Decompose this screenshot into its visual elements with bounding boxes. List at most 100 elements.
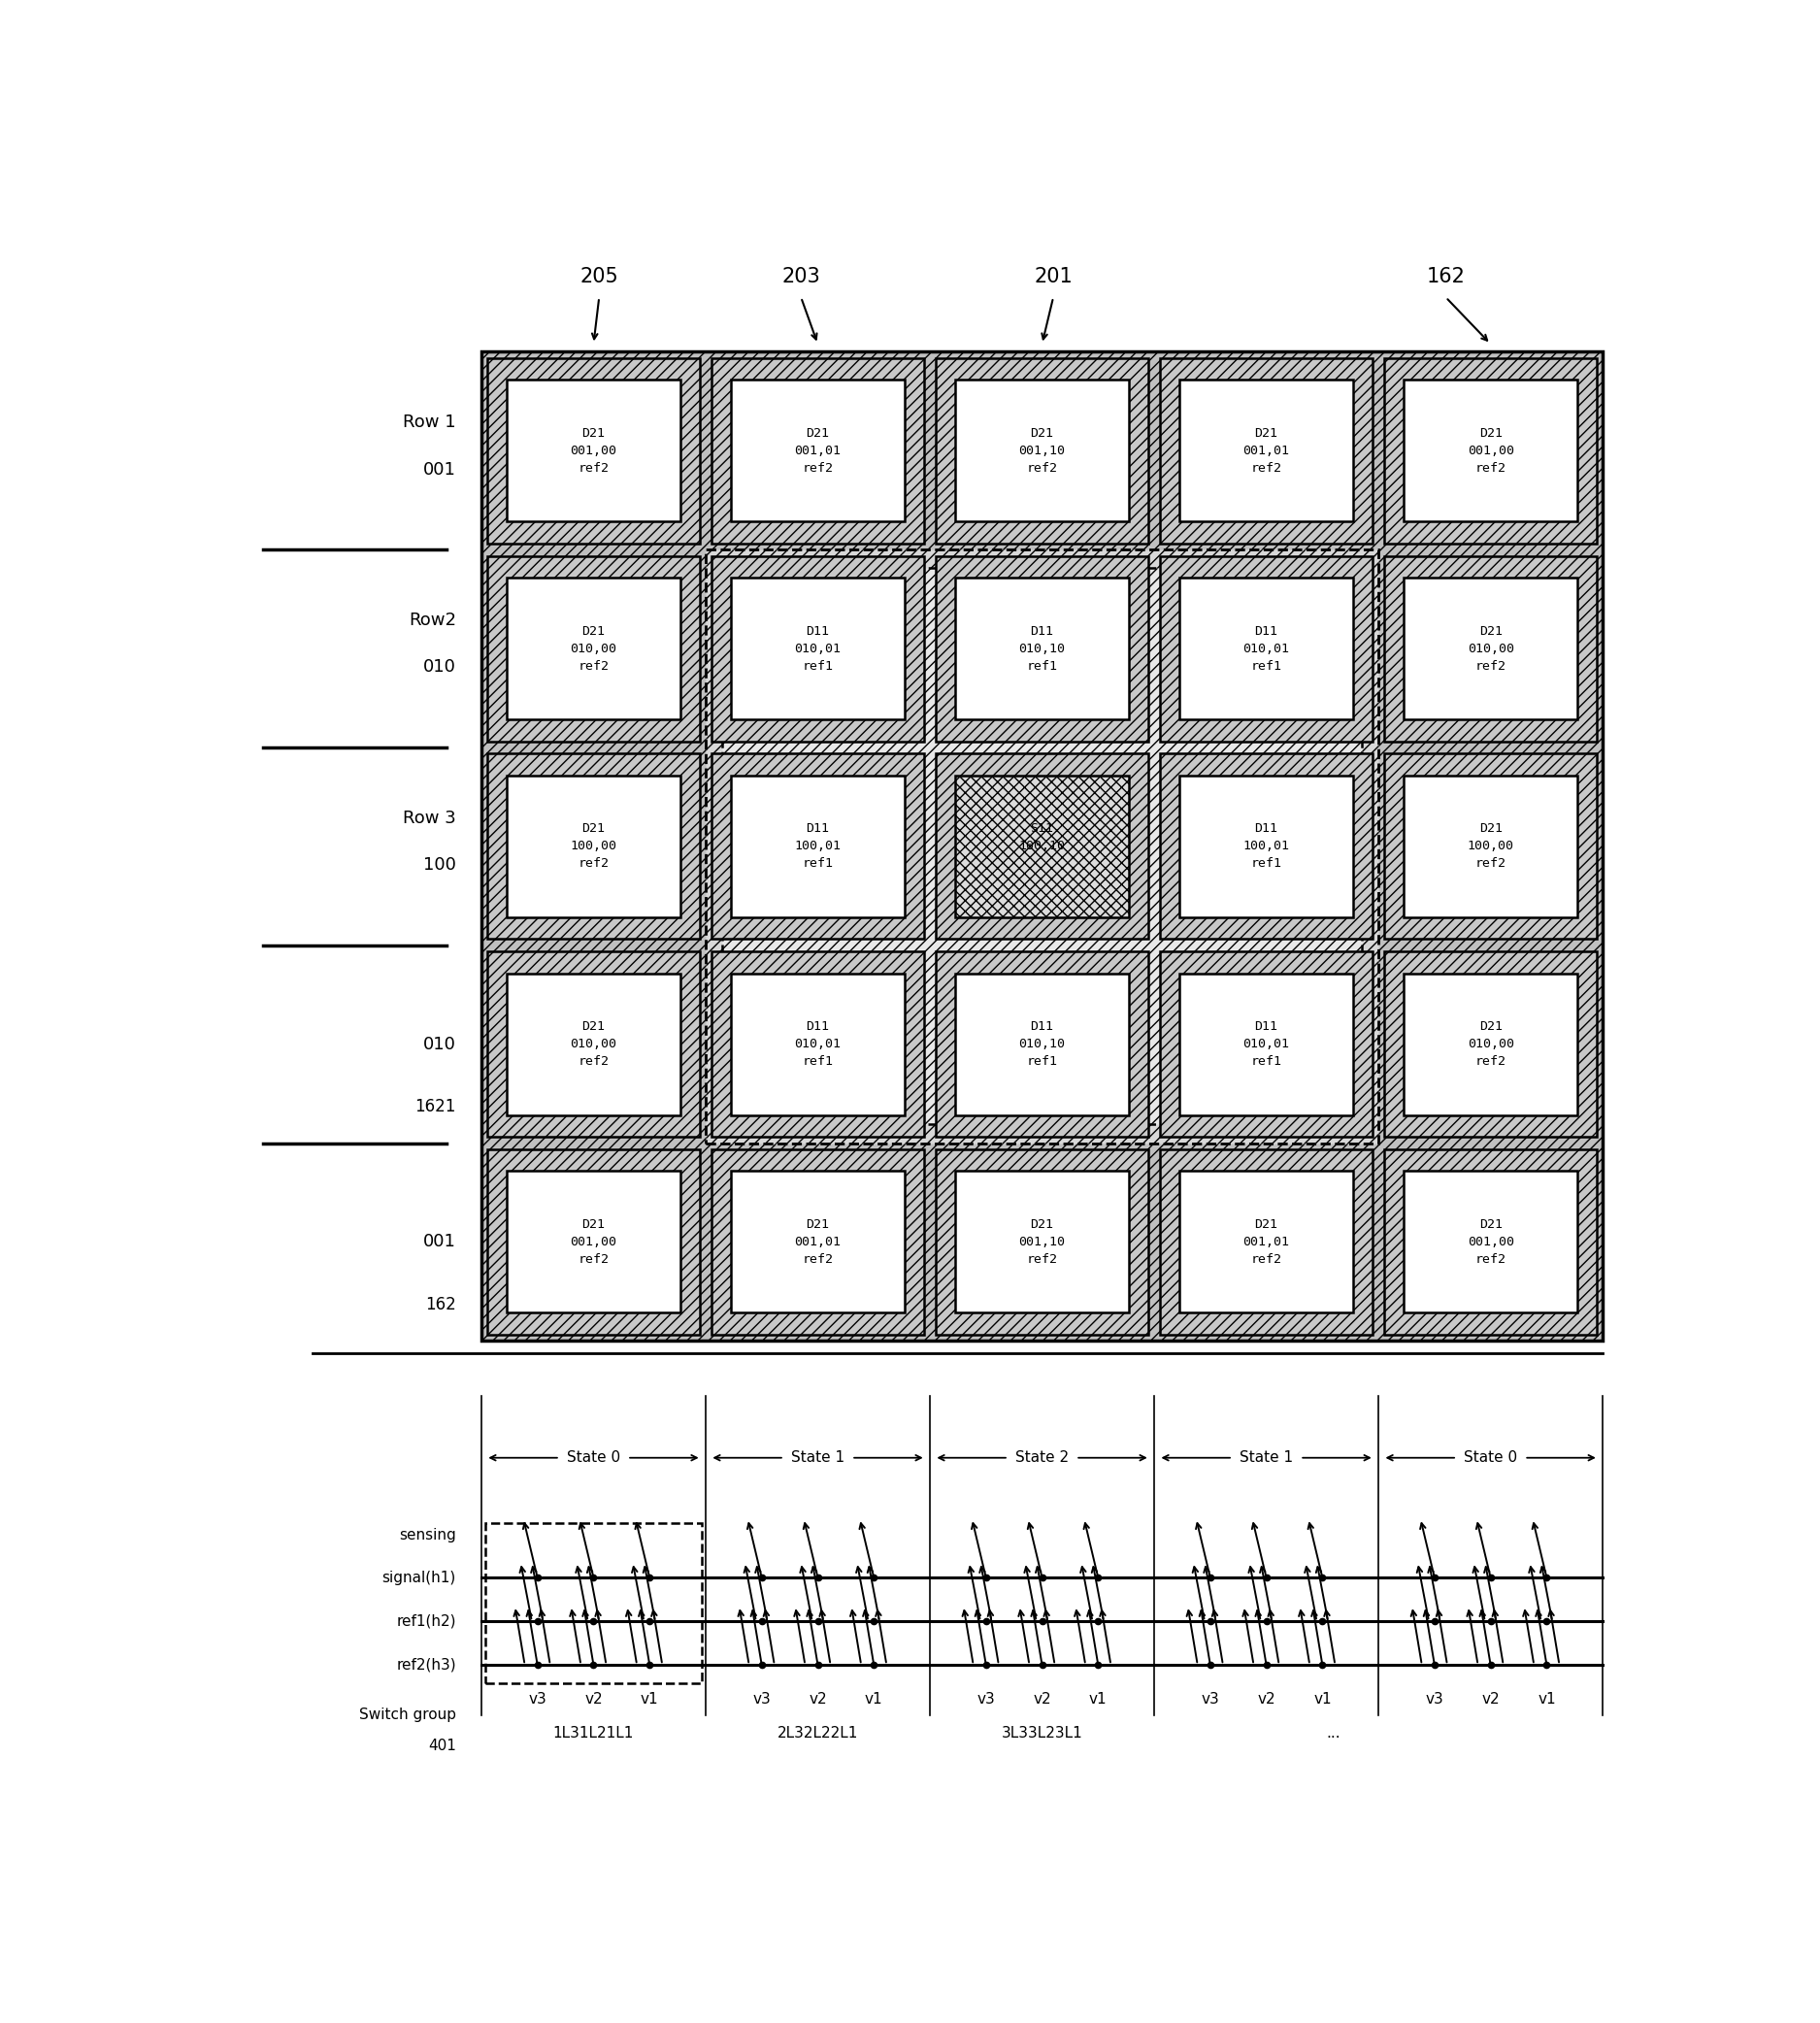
Text: D21
001,10
ref2: D21 001,10 ref2 xyxy=(1019,427,1065,475)
Text: Row 3: Row 3 xyxy=(402,809,457,827)
Bar xyxy=(732,380,905,522)
Text: v2: v2 xyxy=(1258,1691,1276,1707)
Text: v3: v3 xyxy=(1425,1691,1443,1707)
Bar xyxy=(1159,1149,1372,1335)
Text: 162: 162 xyxy=(426,1295,457,1313)
Bar xyxy=(732,973,905,1115)
Bar xyxy=(1383,755,1598,939)
Bar xyxy=(935,556,1148,740)
Bar xyxy=(1179,579,1352,720)
Bar xyxy=(1159,556,1372,740)
Bar xyxy=(506,973,681,1115)
Text: sensing: sensing xyxy=(399,1529,457,1544)
Text: ref2(h3): ref2(h3) xyxy=(397,1657,457,1673)
Text: v3: v3 xyxy=(528,1691,546,1707)
Text: D21
001,01
ref2: D21 001,01 ref2 xyxy=(795,1218,841,1266)
Text: D11
100,01
ref1: D11 100,01 ref1 xyxy=(795,823,841,870)
Text: 010: 010 xyxy=(422,1036,457,1052)
Text: v3: v3 xyxy=(753,1691,772,1707)
Text: D21
010,00
ref2: D21 010,00 ref2 xyxy=(1467,1020,1514,1068)
Bar xyxy=(712,556,925,740)
Bar xyxy=(732,775,905,916)
Bar xyxy=(1179,380,1352,522)
Text: State 0: State 0 xyxy=(566,1450,621,1465)
Text: S11
100,10: S11 100,10 xyxy=(1019,823,1065,870)
Text: 3L33L23L1: 3L33L23L1 xyxy=(1001,1726,1083,1740)
Text: Switch group: Switch group xyxy=(359,1707,457,1722)
Bar xyxy=(488,358,701,544)
Text: State 1: State 1 xyxy=(1239,1450,1292,1465)
Text: D21
001,00
ref2: D21 001,00 ref2 xyxy=(1467,1218,1514,1266)
Text: v1: v1 xyxy=(641,1691,659,1707)
Text: 001: 001 xyxy=(422,1234,457,1250)
Text: 1621: 1621 xyxy=(415,1098,457,1115)
Text: D21
100,00
ref2: D21 100,00 ref2 xyxy=(570,823,617,870)
Bar xyxy=(935,1149,1148,1335)
Text: ...: ... xyxy=(1327,1726,1341,1740)
Bar xyxy=(732,1171,905,1313)
Text: D11
010,10
ref1: D11 010,10 ref1 xyxy=(1019,625,1065,672)
Text: v1: v1 xyxy=(864,1691,883,1707)
Text: ref1(h2): ref1(h2) xyxy=(397,1614,457,1629)
Text: D21
001,01
ref2: D21 001,01 ref2 xyxy=(1243,1218,1290,1266)
Text: 010: 010 xyxy=(422,659,457,676)
Bar xyxy=(506,579,681,720)
Bar xyxy=(486,1523,701,1683)
Text: v3: v3 xyxy=(1201,1691,1219,1707)
Bar xyxy=(956,973,1128,1115)
Bar xyxy=(488,951,701,1137)
Text: v2: v2 xyxy=(808,1691,826,1707)
Text: v1: v1 xyxy=(1314,1691,1332,1707)
Bar xyxy=(706,550,1378,1143)
Text: State 1: State 1 xyxy=(792,1450,844,1465)
Text: D21
001,01
ref2: D21 001,01 ref2 xyxy=(1243,427,1290,475)
Text: D21
010,00
ref2: D21 010,00 ref2 xyxy=(570,1020,617,1068)
Text: D11
010,01
ref1: D11 010,01 ref1 xyxy=(795,1020,841,1068)
Bar xyxy=(723,568,1361,1125)
Text: 001: 001 xyxy=(422,461,457,477)
Bar xyxy=(488,1149,701,1335)
Bar xyxy=(712,1149,925,1335)
Bar xyxy=(506,380,681,522)
Text: D11
010,10
ref1: D11 010,10 ref1 xyxy=(1019,1020,1065,1068)
Bar xyxy=(956,775,1128,916)
Text: 2L32L22L1: 2L32L22L1 xyxy=(777,1726,859,1740)
Bar xyxy=(1159,358,1372,544)
Text: v2: v2 xyxy=(584,1691,602,1707)
Text: 205: 205 xyxy=(581,267,619,287)
Bar xyxy=(956,1171,1128,1313)
Text: D11
100,01
ref1: D11 100,01 ref1 xyxy=(1243,823,1290,870)
Bar xyxy=(1383,951,1598,1137)
Bar xyxy=(1383,1149,1598,1335)
Text: D11
010,01
ref1: D11 010,01 ref1 xyxy=(795,625,841,672)
Text: Row 1: Row 1 xyxy=(402,415,457,431)
Bar xyxy=(1403,1171,1578,1313)
Text: 100: 100 xyxy=(422,856,457,874)
Bar xyxy=(732,579,905,720)
Text: State 0: State 0 xyxy=(1463,1450,1518,1465)
Bar xyxy=(1403,579,1578,720)
Text: signal(h1): signal(h1) xyxy=(382,1570,457,1584)
Text: D11
010,01
ref1: D11 010,01 ref1 xyxy=(1243,1020,1290,1068)
Text: 201: 201 xyxy=(1034,267,1072,287)
Bar xyxy=(506,1171,681,1313)
Text: D21
001,01
ref2: D21 001,01 ref2 xyxy=(795,427,841,475)
Text: v2: v2 xyxy=(1034,1691,1052,1707)
Bar xyxy=(1403,775,1578,916)
Text: v2: v2 xyxy=(1481,1691,1500,1707)
Text: D21
100,00
ref2: D21 100,00 ref2 xyxy=(1467,823,1514,870)
Text: v3: v3 xyxy=(977,1691,996,1707)
Text: 401: 401 xyxy=(428,1738,457,1754)
Bar xyxy=(1179,1171,1352,1313)
Text: D21
010,00
ref2: D21 010,00 ref2 xyxy=(570,625,617,672)
Bar xyxy=(935,755,1148,939)
Text: Row2: Row2 xyxy=(408,611,457,629)
Bar xyxy=(956,380,1128,522)
Bar xyxy=(1403,380,1578,522)
Text: D21
001,00
ref2: D21 001,00 ref2 xyxy=(570,1218,617,1266)
Bar xyxy=(1159,951,1372,1137)
Text: D11
010,01
ref1: D11 010,01 ref1 xyxy=(1243,625,1290,672)
Text: 162: 162 xyxy=(1427,267,1465,287)
Bar xyxy=(935,951,1148,1137)
Bar xyxy=(1179,775,1352,916)
